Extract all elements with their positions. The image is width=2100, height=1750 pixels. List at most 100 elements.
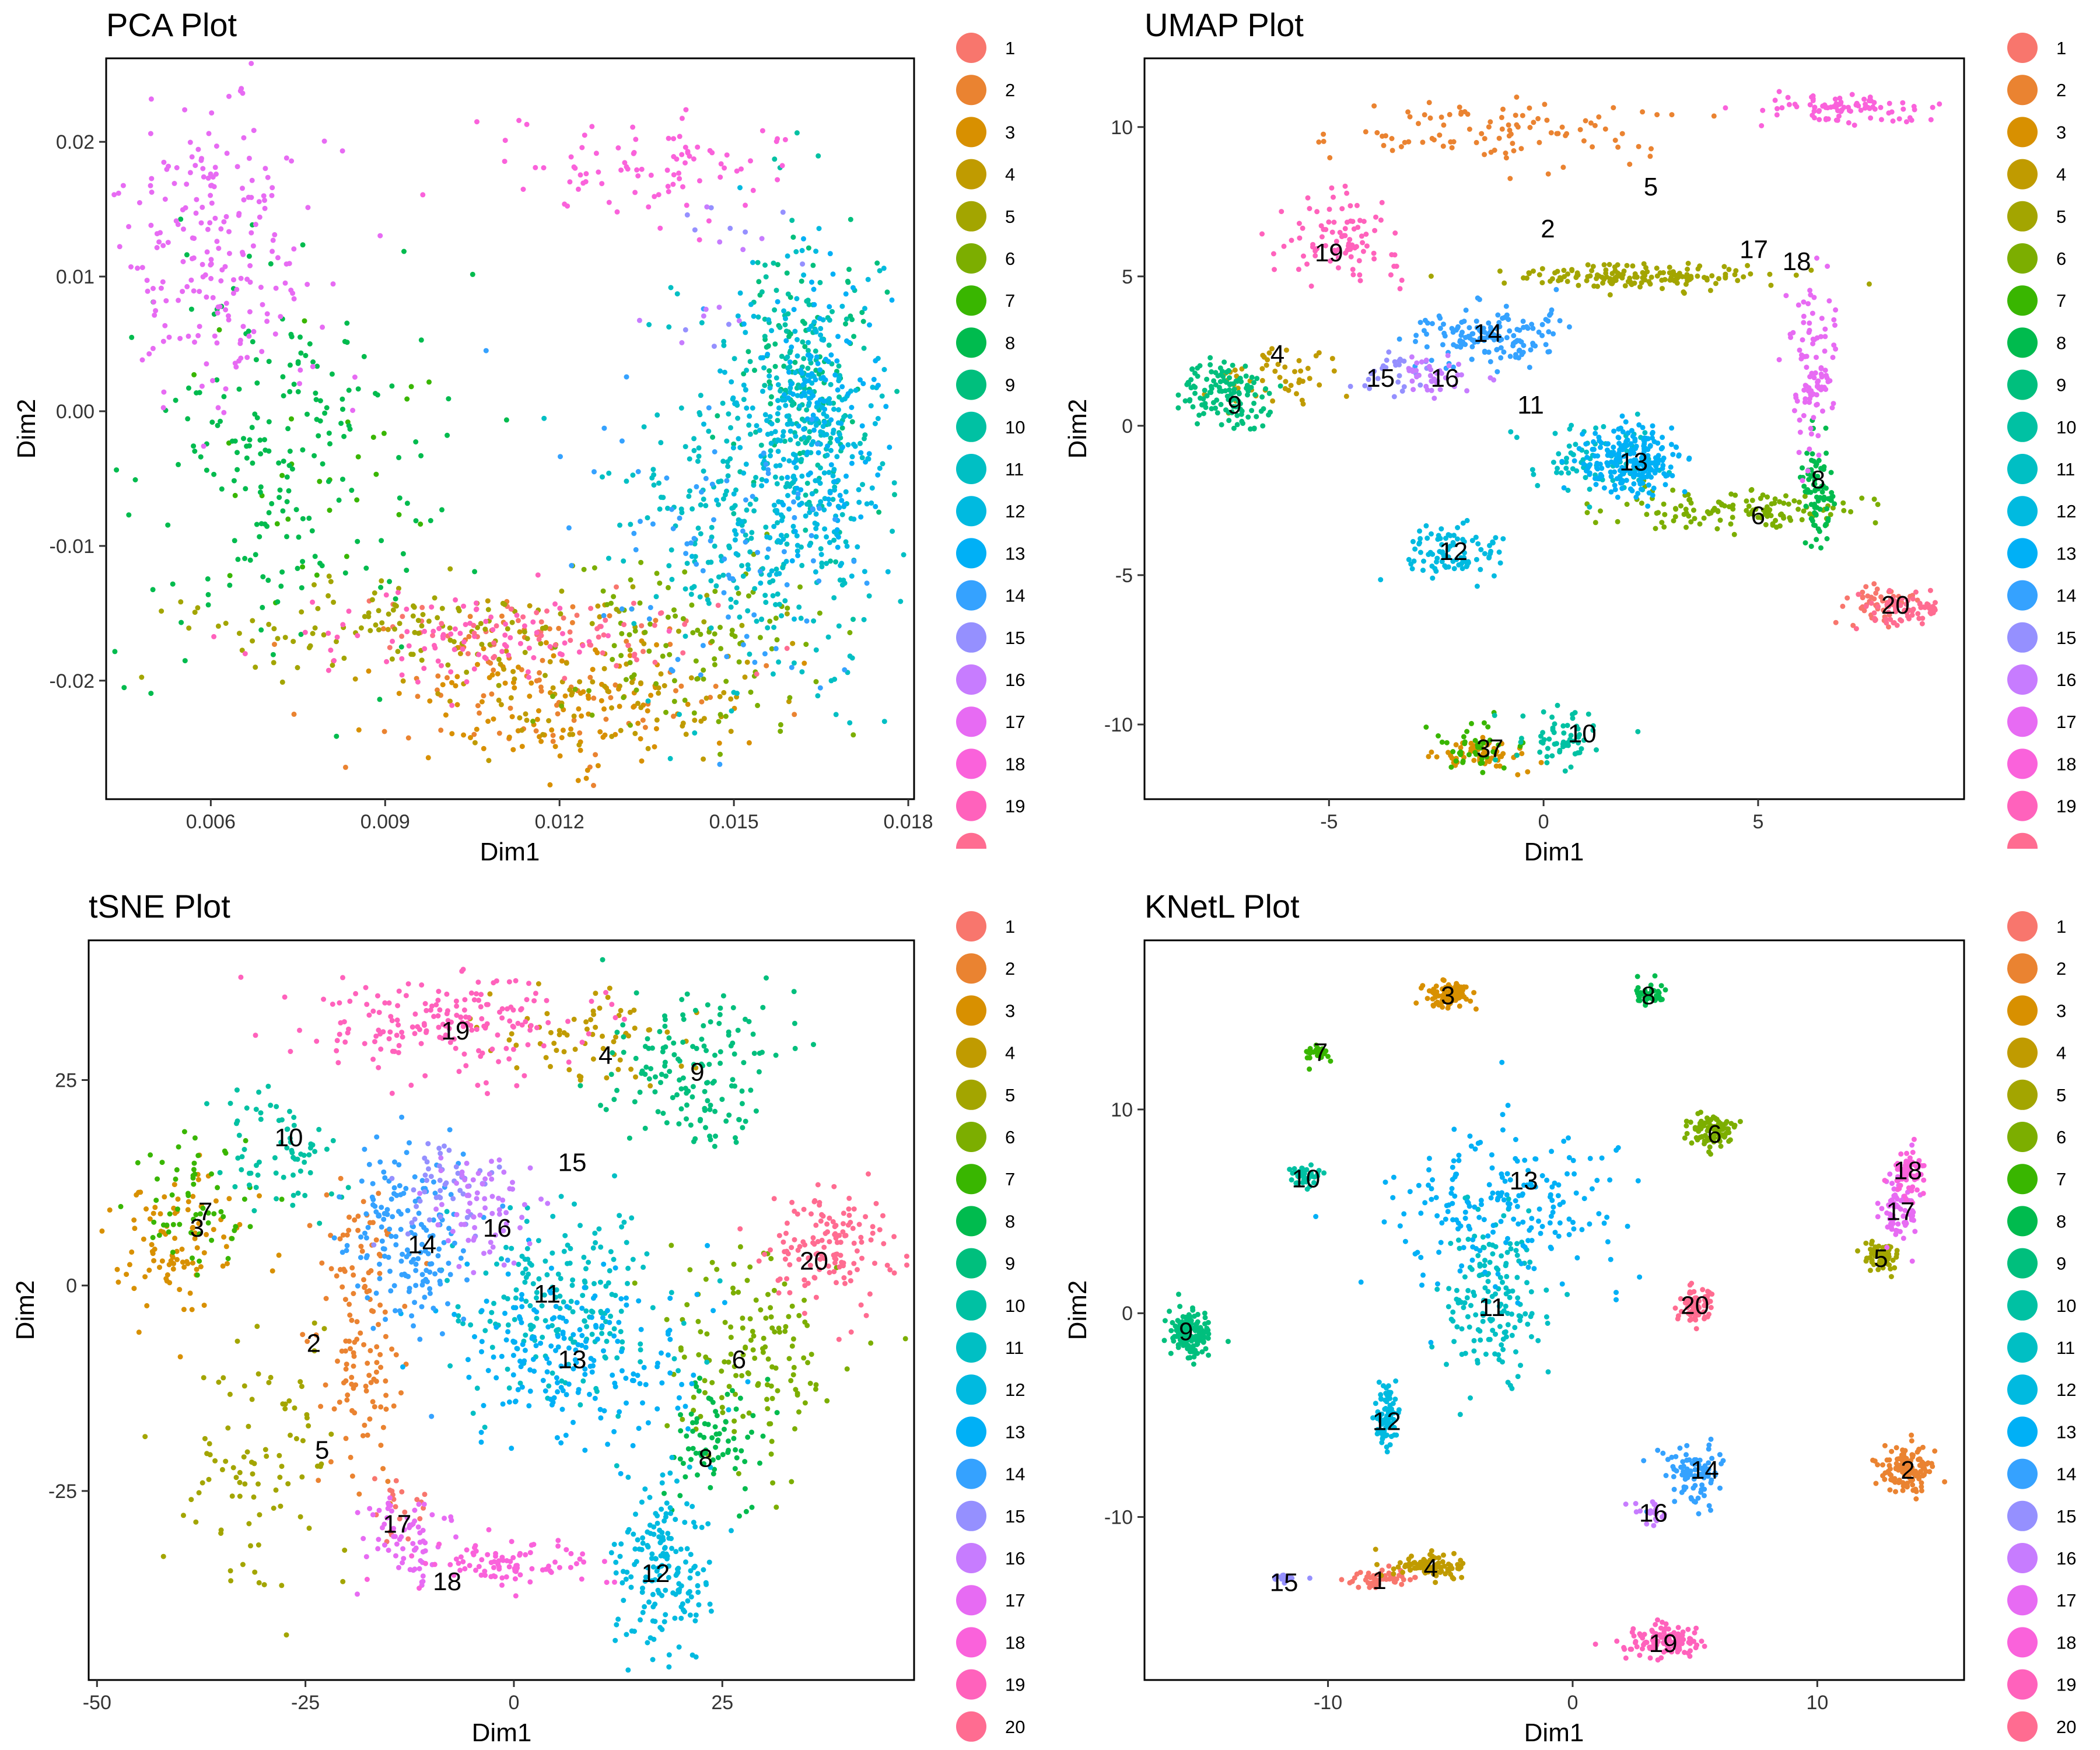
tsne-cluster-9-point <box>643 1064 649 1070</box>
pca-cluster-5-point <box>485 607 491 612</box>
pca-cluster-15-point <box>800 261 806 267</box>
umap-cluster-12-point <box>1490 539 1496 545</box>
pca-legend-key-10 <box>956 411 986 442</box>
umap-cluster-9-point <box>1182 398 1188 404</box>
umap-legend-key-6 <box>2007 243 2038 274</box>
pca-cluster-11-point <box>773 602 778 607</box>
tsne-cluster-7-point <box>151 1219 157 1225</box>
pca-cluster-8-point <box>346 387 352 393</box>
umap-cluster-2-point <box>1407 114 1413 120</box>
pca-legend-label-3: 3 <box>1005 122 1015 142</box>
pca-cluster-20-point <box>784 646 790 651</box>
tsne-cluster-7-point <box>191 1181 197 1187</box>
pca-cluster-20-point <box>600 650 606 656</box>
pca-cluster-3-point <box>562 693 568 699</box>
pca-cluster-10-point <box>785 291 791 297</box>
pca-cluster-3-point <box>487 675 492 681</box>
umap-cluster-6-point <box>1807 511 1813 517</box>
pca-cluster-17-point <box>117 244 123 250</box>
tsne-cluster-9-point <box>719 1097 725 1102</box>
pca-cluster-2-point <box>667 642 673 648</box>
tsne-cluster-9-point <box>760 1049 765 1055</box>
tsne-cluster-3-point <box>129 1249 135 1255</box>
pca-cluster-12-point <box>831 407 836 412</box>
umap-cluster-14-point <box>1504 312 1510 318</box>
umap-cluster-2-point <box>1405 109 1411 115</box>
pca-cluster-2-point <box>435 673 441 679</box>
pca-cluster-8-point <box>298 334 303 340</box>
pca-legend-key-12 <box>956 496 986 527</box>
pca-cluster-3-point <box>527 694 533 699</box>
pca-cluster-13-point <box>810 412 816 418</box>
pca-cluster-11-point <box>716 479 722 485</box>
umap-cluster-5-point <box>1732 272 1738 278</box>
umap-cluster-10-point <box>1538 739 1544 745</box>
umap-cluster-18-point <box>1849 92 1855 97</box>
tsne-cluster-9-point <box>792 1020 797 1026</box>
umap-cluster-label: 2 <box>1541 215 1555 243</box>
tsne-cluster-1-point <box>387 1488 393 1493</box>
tsne-cluster-9-point <box>676 1121 682 1127</box>
pca-cluster-5-point <box>559 588 565 594</box>
umap-cluster-19-point <box>1331 194 1336 200</box>
umap-legend-label-12: 12 <box>2056 501 2076 522</box>
pca-cluster-2-point <box>556 625 562 631</box>
tsne-cluster-9-point <box>791 989 797 995</box>
pca-cluster-17-point <box>136 200 142 205</box>
tsne-cluster-9-point <box>660 1049 666 1055</box>
tsne-cluster-8-point <box>706 1395 712 1401</box>
umap-cluster-9-point <box>1188 385 1194 391</box>
pca-cluster-12-point <box>792 616 797 622</box>
pca-cluster-17-point <box>174 165 180 170</box>
pca-cluster-13-point <box>804 416 810 422</box>
pca-cluster-4-point <box>510 668 516 674</box>
pca-cluster-10-point <box>794 130 800 136</box>
pca-cluster-6-point <box>663 643 669 649</box>
pca-cluster-5-point <box>372 590 377 596</box>
pca-cluster-17-point <box>184 181 190 187</box>
pca-cluster-17-point <box>210 295 216 300</box>
pca-cluster-1-point <box>419 604 425 610</box>
pca-cluster-2-point <box>624 638 629 644</box>
umap-y-tick-label: 5 <box>1122 266 1133 288</box>
tsne-cluster-8-point <box>732 1466 738 1472</box>
umap-cluster-5-point <box>1667 264 1672 270</box>
pca-cluster-14-point <box>744 634 750 639</box>
tsne-cluster-5-point <box>223 1458 229 1464</box>
pca-cluster-8-point <box>295 565 300 571</box>
umap-cluster-5-point <box>1716 276 1721 282</box>
pca-cluster-17-point <box>265 174 271 180</box>
pca-cluster-13-point <box>788 382 794 387</box>
umap-cluster-17-point <box>1814 384 1820 390</box>
pca-cluster-4-point <box>567 732 573 737</box>
pca-cluster-6-point <box>657 580 663 586</box>
pca-cluster-20-point <box>634 657 639 663</box>
pca-cluster-11-point <box>732 503 738 509</box>
pca-cluster-12-point <box>799 473 805 479</box>
tsne-cluster-6-point <box>702 1378 708 1384</box>
umap-cluster-13-point <box>1608 474 1614 480</box>
pca-cluster-2-point <box>405 735 411 741</box>
umap-cluster-9-point <box>1217 365 1223 371</box>
umap-cluster-12-point <box>1500 536 1506 542</box>
umap-cluster-2-point <box>1499 126 1505 132</box>
pca-cluster-5-point <box>186 625 192 631</box>
umap-cluster-10-point <box>1549 714 1555 720</box>
tsne-cluster-5-point <box>278 1503 284 1509</box>
umap-cluster-5-point <box>1657 270 1663 276</box>
pca-cluster-17-point <box>148 222 154 228</box>
pca-cluster-14-point <box>688 540 694 546</box>
pca-cluster-4-point <box>385 626 391 632</box>
pca-cluster-10-point <box>817 279 823 285</box>
pca-cluster-14-point <box>743 497 748 503</box>
umap-cluster-13-point <box>1591 439 1597 444</box>
pca-cluster-8-point <box>249 425 255 430</box>
pca-cluster-3-point <box>453 683 459 689</box>
pca-cluster-17-point <box>182 107 188 113</box>
umap-cluster-6-point <box>1799 517 1805 523</box>
pca-cluster-13-point <box>817 367 823 373</box>
pca-cluster-8-point <box>287 362 293 368</box>
umap-cluster-17-point <box>1797 347 1803 353</box>
umap-cluster-8-point <box>1817 495 1823 501</box>
tsne-cluster-5-point <box>279 1464 285 1469</box>
